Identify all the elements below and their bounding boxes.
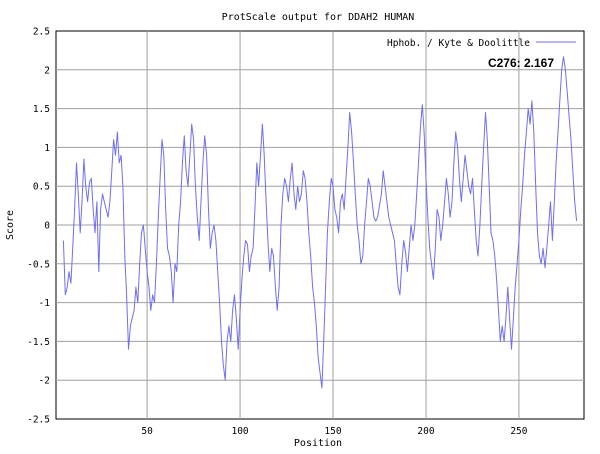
y-tick-label: -0.5: [27, 259, 50, 270]
y-tick-label: 0.5: [33, 182, 50, 193]
y-tick-label: 1: [44, 143, 50, 154]
series-line-hydrophobicity: [62, 56, 578, 389]
y-tick-label: -2: [39, 376, 50, 387]
y-tick-label: -1: [39, 298, 51, 309]
y-tick-label: 2: [44, 65, 50, 76]
y-tick-label: 2.5: [33, 27, 50, 38]
y-tick-label: -2.5: [27, 415, 50, 426]
x-tick-label: 50: [141, 426, 153, 437]
y-tick-label: 1.5: [33, 104, 50, 115]
x-tick-label: 200: [417, 426, 434, 437]
annotation-c276: C276: 2.167: [488, 56, 554, 70]
y-axis-label: Score: [5, 210, 16, 240]
chart-title: ProtScale output for DDAH2 HUMAN: [222, 12, 415, 23]
x-axis-label: Position: [294, 438, 342, 449]
y-tick-label: -1.5: [27, 337, 50, 348]
x-tick-label: 100: [231, 426, 248, 437]
legend: Hphob. / Kyte & Doolittle: [387, 38, 576, 49]
series-group: [62, 56, 578, 389]
y-axis-ticks: -2.5 -2 -1.5 -1 -0.5 0 0.5 1 1.5 2 2.5: [27, 27, 50, 426]
x-tick-label: 150: [324, 426, 341, 437]
x-axis-ticks: 50 100 150 200 250: [141, 426, 527, 437]
legend-label: Hphob. / Kyte & Doolittle: [387, 38, 530, 49]
y-tick-label: 0: [44, 221, 50, 232]
grid-lines: [56, 31, 584, 419]
x-tick-label: 250: [510, 426, 527, 437]
